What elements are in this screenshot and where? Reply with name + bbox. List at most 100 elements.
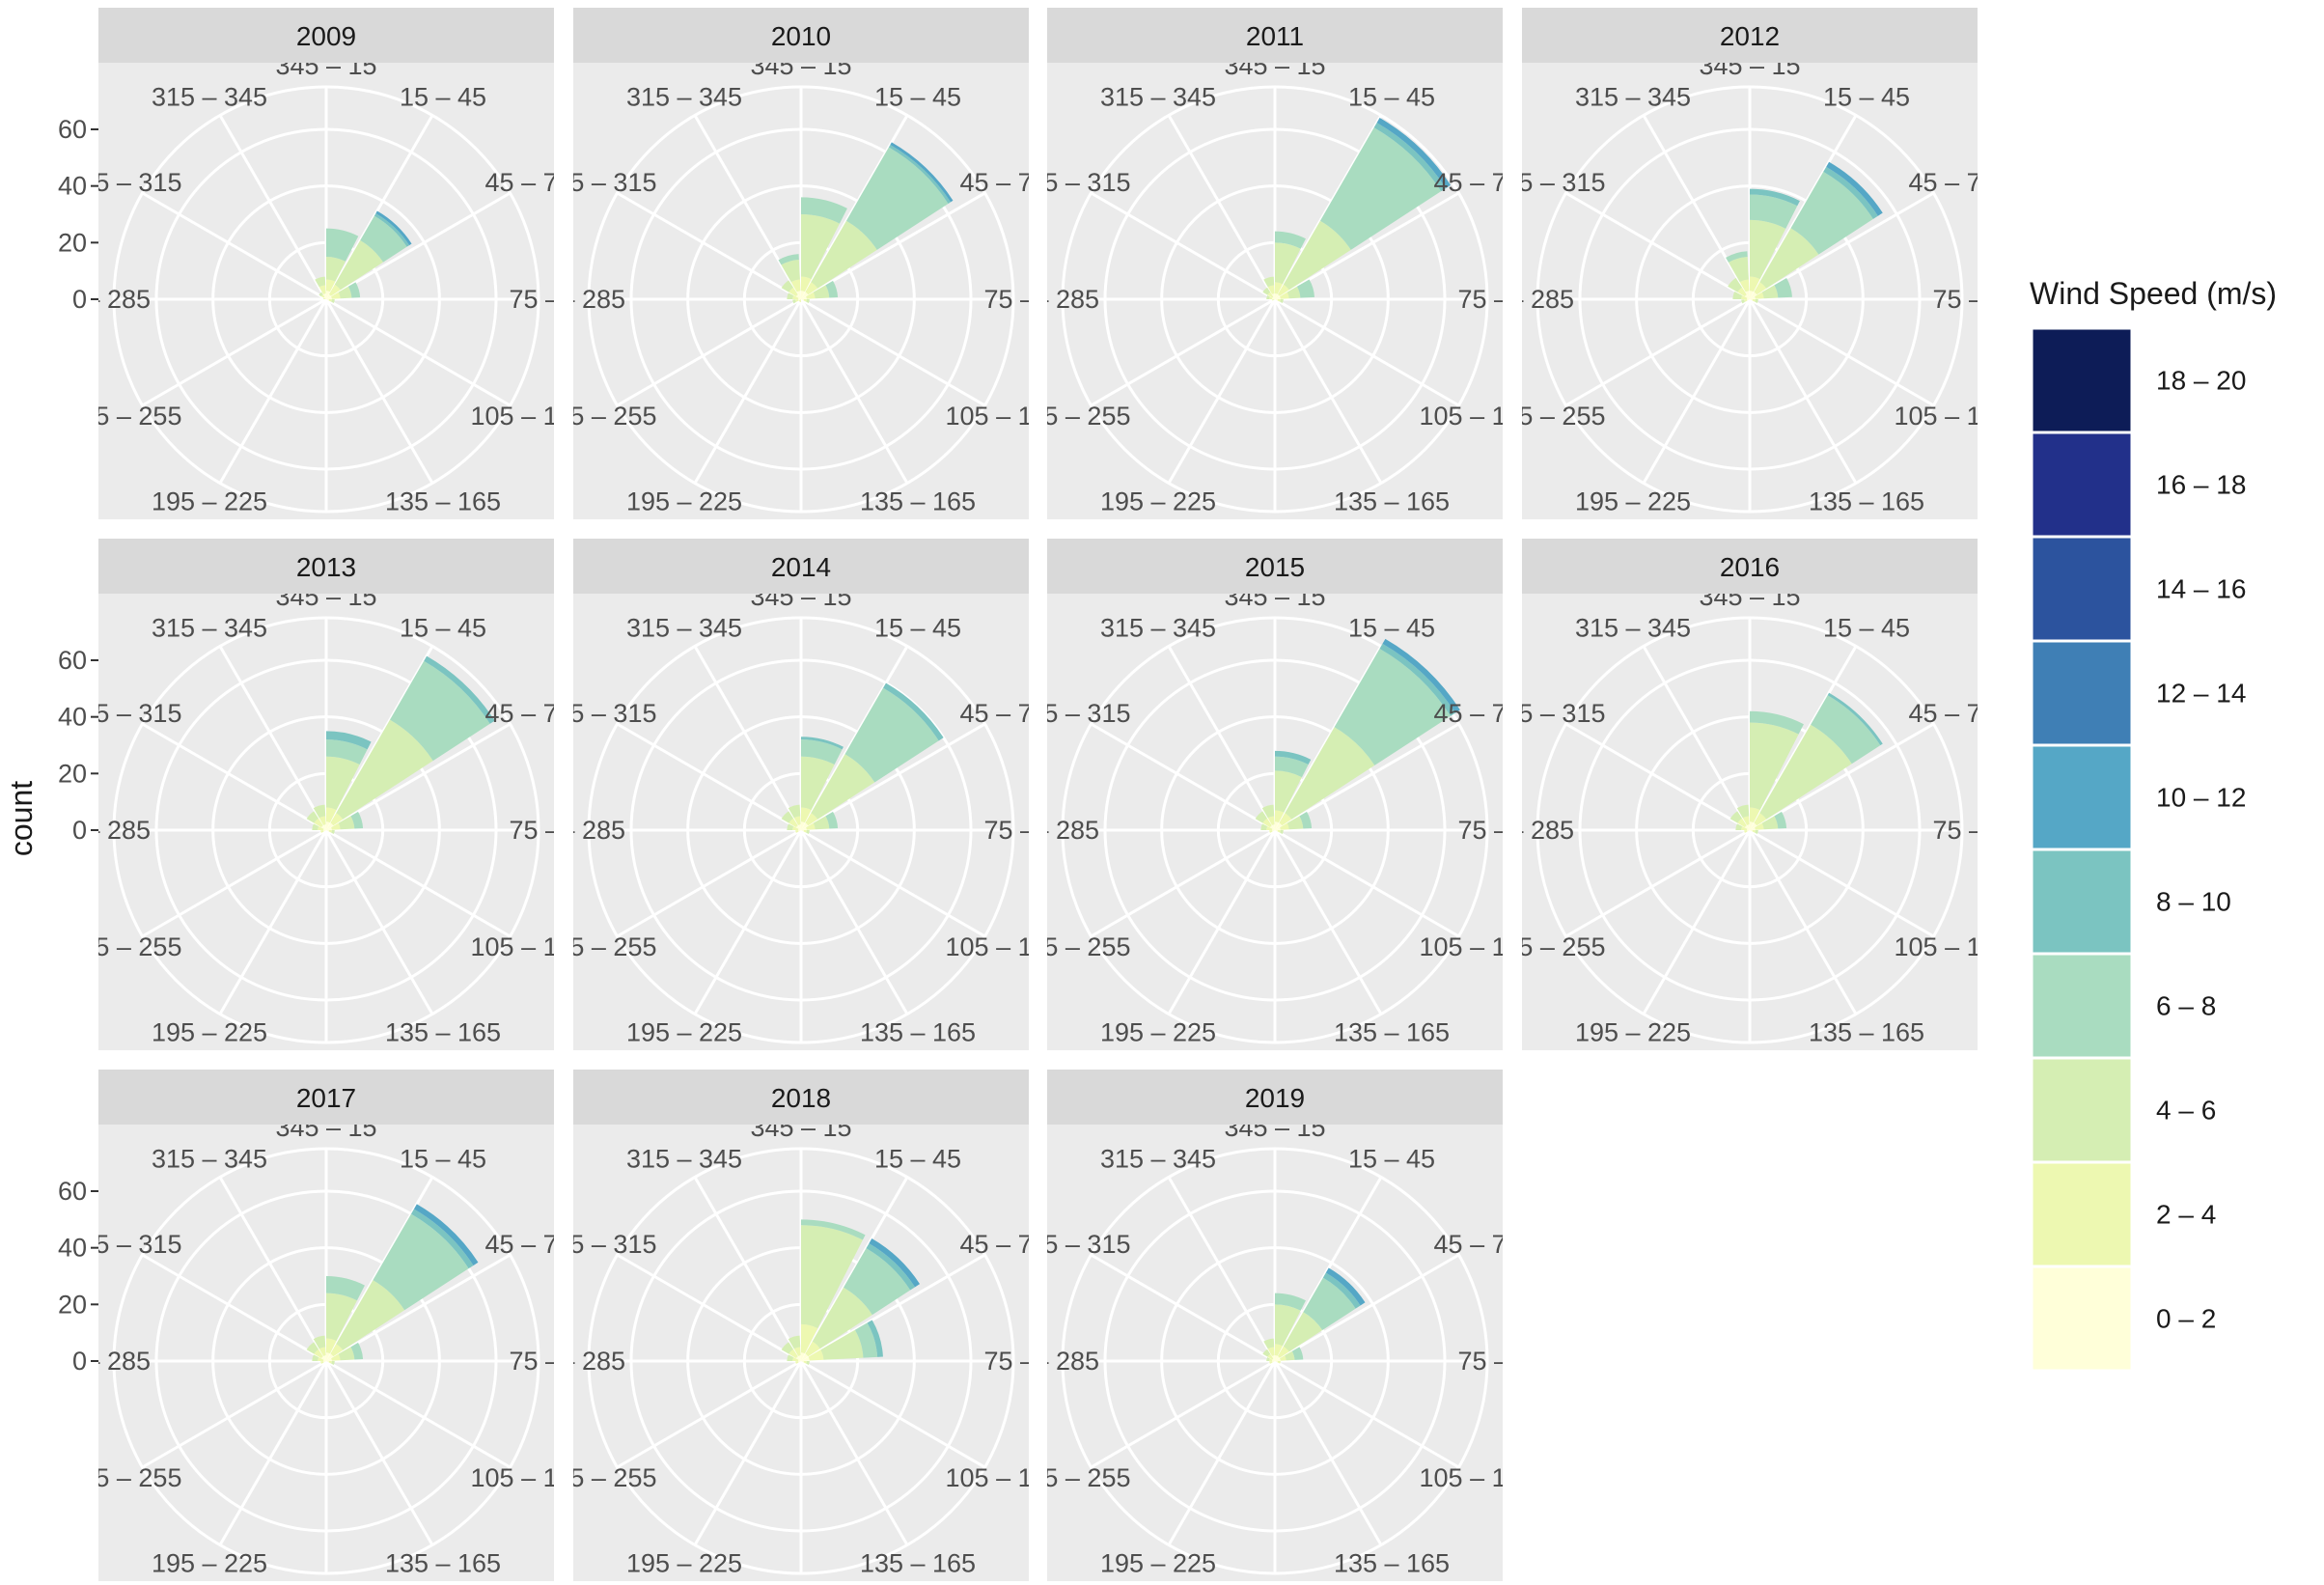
wedge-2017-dir1-speed5 — [413, 1204, 479, 1265]
wedge-2009-dir2-speed1 — [331, 292, 341, 299]
wedge-2015-dir2-speed2 — [1286, 816, 1304, 830]
direction-label: 285 – 315 — [1014, 168, 1130, 197]
wedge-2016-dir8-speed0 — [1747, 830, 1750, 832]
direction-label: 225 – 255 — [1014, 932, 1130, 961]
wedge-2011-dir0-speed1 — [1275, 282, 1283, 294]
direction-label: 285 – 315 — [540, 1230, 656, 1259]
wedge-2016-dir1-speed1 — [1754, 813, 1767, 826]
wedge-2016-dir0-speed0 — [1750, 821, 1754, 830]
wedge-2010-dir3-speed2 — [806, 299, 810, 303]
angular-gridline — [799, 1360, 909, 1546]
wedge-2014-dir9-speed2 — [787, 823, 794, 830]
wedge-2018-dir9-speed0 — [798, 1359, 801, 1361]
wedge-2017-dir9-speed1 — [318, 1357, 324, 1361]
direction-label: 45 – 75 — [485, 699, 572, 728]
wedge-2012-dir1-speed4 — [1823, 166, 1878, 219]
direction-label: 165 – 195 — [743, 518, 859, 547]
angular-gridline — [218, 114, 328, 300]
wedge-2009-dir3-speed2 — [331, 299, 335, 303]
direction-label: 195 – 225 — [1100, 487, 1216, 516]
wedge-2015-dir0-speed2 — [1275, 770, 1302, 813]
wedge-2019-dir1-speed2 — [1283, 1312, 1323, 1352]
legend-key — [2030, 952, 2134, 1060]
direction-label: 165 – 195 — [743, 1049, 859, 1078]
legend-key-label: 12 – 14 — [2156, 679, 2246, 709]
direction-label: 195 – 225 — [626, 1018, 742, 1047]
wedge-2013-dir10-speed1 — [314, 818, 323, 828]
direction-label: 45 – 75 — [960, 1230, 1047, 1259]
direction-label: 75 – 105 — [1457, 285, 1559, 314]
wedge-2015-dir1-speed4 — [1379, 643, 1455, 716]
wedge-2009-dir2-speed3 — [347, 282, 361, 298]
wedge-2019-dir3-speed1 — [1277, 1361, 1281, 1364]
wedge-2014-dir8-speed0 — [798, 830, 801, 832]
facet-strip-label: 2019 — [1245, 1083, 1305, 1113]
direction-label: 135 – 165 — [1334, 487, 1450, 516]
direction-label: 165 – 195 — [1692, 1049, 1808, 1078]
wedge-2010-dir1-speed2 — [811, 220, 877, 289]
wedge-2015-dir0-speed0 — [1275, 821, 1279, 830]
wedge-2013-dir8-speed1 — [320, 830, 324, 833]
angular-gridline — [1564, 828, 1751, 938]
wedge-2017-dir10-speed2 — [306, 1342, 319, 1354]
direction-label: 345 – 15 — [750, 1113, 851, 1142]
wedge-2019-dir0-speed0 — [1275, 1355, 1278, 1361]
angular-gridline — [325, 1253, 512, 1363]
direction-label: 255 – 285 — [510, 285, 625, 314]
direction-label: 345 – 15 — [1224, 51, 1325, 80]
wedge-2011-dir1-speed2 — [1283, 220, 1351, 291]
wedge-2013-dir2-speed2 — [338, 816, 355, 830]
direction-label: 285 – 315 — [1489, 699, 1605, 728]
legend-key — [2030, 1056, 2134, 1164]
direction-label: 135 – 165 — [860, 1549, 976, 1578]
wedge-2016-dir1-speed3 — [1811, 695, 1881, 765]
wedge-2012-dir1-speed0 — [1750, 292, 1757, 299]
facet-strip-label: 2009 — [296, 21, 356, 51]
direction-label: 15 – 45 — [1348, 613, 1435, 642]
angular-gridline — [324, 1360, 434, 1546]
angular-gridline — [1564, 297, 1751, 407]
wedge-2010-dir2-speed2 — [813, 285, 830, 299]
legend-key — [2030, 639, 2134, 747]
wedge-2012-dir11-speed1 — [1739, 279, 1750, 292]
facet-strip-label: 2012 — [1720, 21, 1780, 51]
direction-label: 75 – 105 — [509, 816, 610, 845]
direction-label: 315 – 345 — [626, 1144, 742, 1173]
direction-label: 45 – 75 — [1434, 1230, 1521, 1259]
facet-strip — [1522, 8, 1978, 63]
wedge-2013-dir3-speed2 — [331, 830, 335, 834]
wedge-2010-dir6-speed1 — [799, 299, 801, 302]
wedge-2010-dir9-speed1 — [792, 295, 799, 299]
wedge-2016-dir2-speed1 — [1755, 822, 1764, 830]
wedge-2011-dir2-speed1 — [1280, 292, 1289, 299]
wedge-2019-dir8-speed1 — [1269, 1361, 1273, 1364]
wedge-2015-dir1-speed5 — [1382, 638, 1460, 713]
wedge-2016-dir1-speed4 — [1827, 692, 1883, 746]
direction-label: 75 – 105 — [983, 285, 1085, 314]
wedge-2015-dir9-speed1 — [1266, 826, 1273, 830]
wedge-2019-dir1-speed1 — [1277, 1346, 1289, 1358]
wedge-2011-dir1-speed1 — [1277, 284, 1289, 296]
wedge-2011-dir1-speed5 — [1376, 118, 1452, 188]
angular-gridline — [1167, 829, 1277, 1015]
wedge-2014-dir1-speed0 — [801, 822, 809, 830]
wedge-2016-dir9-speed0 — [1747, 828, 1750, 830]
wedge-2016-dir9-speed2 — [1735, 823, 1743, 830]
wedge-2012-dir10-speed2 — [1728, 277, 1743, 292]
direction-label: 345 – 15 — [750, 582, 851, 611]
wedge-2014-dir3-speed1 — [803, 830, 807, 833]
wedge-2015-dir1-speed0 — [1275, 822, 1283, 830]
wedge-2013-dir3-speed0 — [326, 830, 329, 832]
y-tick-label: 20 — [58, 1290, 87, 1319]
direction-label: 135 – 165 — [1334, 1549, 1450, 1578]
direction-label: 195 – 225 — [152, 1549, 267, 1578]
facet-strip — [1522, 539, 1978, 594]
direction-label: 105 – 135 — [471, 402, 587, 431]
angular-gridline — [325, 828, 512, 938]
facet-strip — [573, 8, 1029, 63]
angular-gridline — [1167, 1176, 1277, 1362]
direction-label: 225 – 255 — [1489, 932, 1605, 961]
wedge-2016-dir3-speed2 — [1755, 830, 1758, 834]
direction-label: 225 – 255 — [540, 932, 656, 961]
